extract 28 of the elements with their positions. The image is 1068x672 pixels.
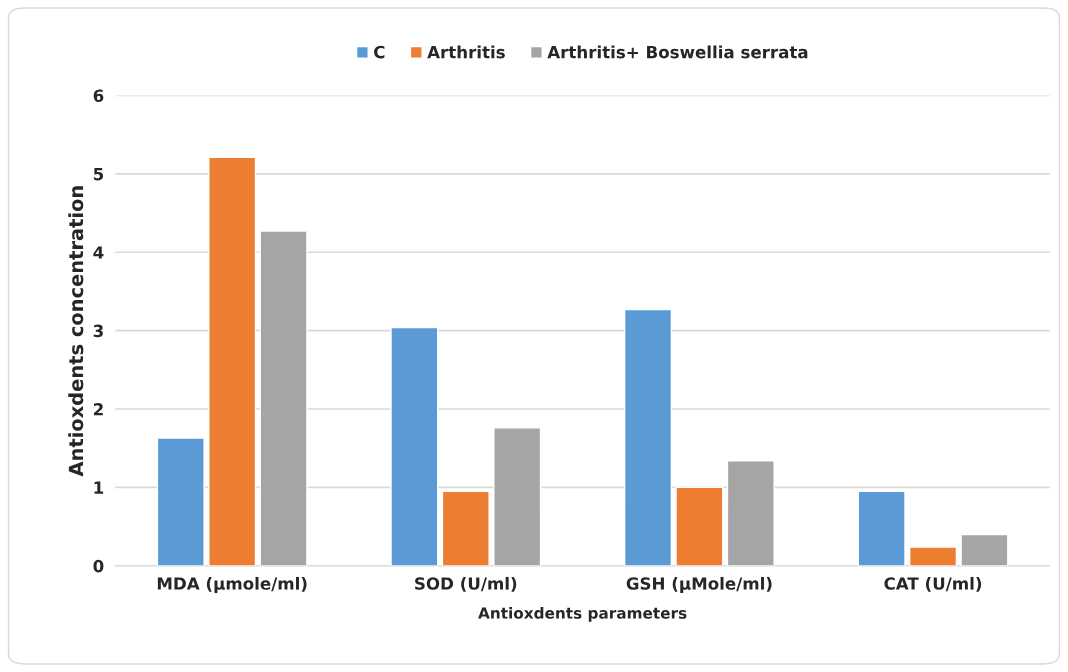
- y-axis-title: Antioxdents concentration: [68, 186, 84, 477]
- x-tick-label: SOD (U/ml): [415, 576, 517, 592]
- bar: [960, 533, 1009, 566]
- bar: [726, 460, 775, 566]
- bar: [208, 156, 257, 566]
- x-axis-title: Antioxdents parameters: [478, 606, 687, 622]
- x-tick-label: GSH (µMole/ml): [626, 576, 772, 594]
- y-tick-label: 1: [94, 481, 104, 494]
- legend-label: C: [374, 45, 385, 59]
- bar: [908, 546, 958, 566]
- bar: [156, 437, 205, 566]
- x-tick-label: CAT (U/ml): [884, 576, 982, 592]
- y-tick-label: 4: [93, 246, 104, 259]
- bar: [675, 486, 724, 566]
- bar: [623, 308, 673, 566]
- y-tick-label: 0: [93, 559, 104, 573]
- y-tick-label: 3: [93, 324, 103, 338]
- y-tick-label: 6: [93, 89, 104, 102]
- x-tick-label: MDA (µmole/ml): [157, 576, 307, 594]
- bar: [441, 490, 490, 566]
- bar: [390, 326, 439, 566]
- bar: [857, 490, 906, 566]
- y-tick-label: 2: [93, 402, 103, 416]
- legend-label: Arthritis+ Boswellia serrata: [547, 45, 808, 59]
- bar: [493, 427, 542, 566]
- y-tick-label: 5: [93, 168, 104, 181]
- bar: [259, 230, 308, 566]
- legend-label: Arthritis: [427, 45, 505, 59]
